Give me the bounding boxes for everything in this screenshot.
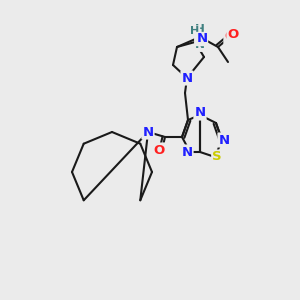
Text: N: N: [142, 125, 154, 139]
Text: O: O: [227, 28, 239, 40]
Text: N: N: [196, 32, 208, 46]
Text: N: N: [218, 134, 230, 146]
Text: H
N: H N: [195, 23, 205, 51]
Text: N: N: [194, 106, 206, 119]
Text: S: S: [212, 151, 222, 164]
Text: N: N: [182, 146, 193, 158]
Text: O: O: [153, 143, 165, 157]
Text: O: O: [224, 31, 236, 44]
Text: H: H: [190, 26, 200, 36]
Text: N: N: [182, 71, 193, 85]
